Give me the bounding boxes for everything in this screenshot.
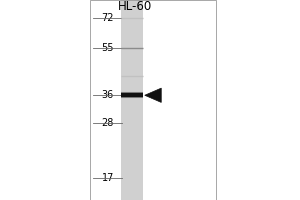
Text: 28: 28 <box>102 118 114 128</box>
Text: HL-60: HL-60 <box>118 0 152 13</box>
Text: 72: 72 <box>101 13 114 23</box>
Bar <box>121 0 143 200</box>
Polygon shape <box>145 88 161 102</box>
Text: 55: 55 <box>101 43 114 53</box>
Bar <box>90 0 216 200</box>
Text: 17: 17 <box>102 173 114 183</box>
Text: 36: 36 <box>102 90 114 100</box>
